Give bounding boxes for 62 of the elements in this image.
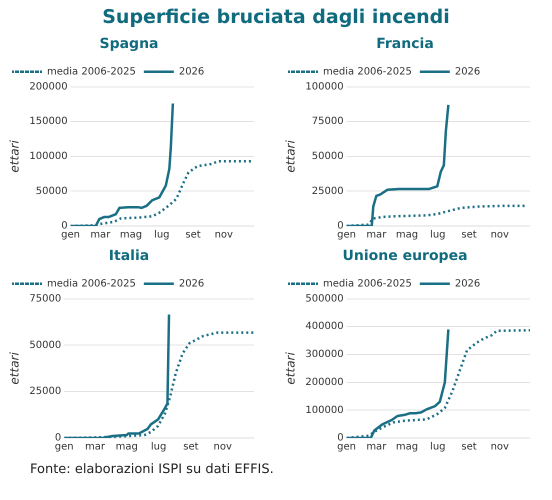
y-tick-label: 50000	[312, 150, 344, 162]
x-tick-label: nov	[490, 442, 510, 453]
y-tick-label: 300000	[305, 349, 344, 360]
y-axis-title: ettari	[283, 352, 298, 385]
x-tick-label: mar	[366, 230, 388, 241]
chart-title: Francia	[376, 36, 434, 52]
y-tick-label: 75000	[312, 116, 344, 128]
x-tick-label: mar	[90, 230, 112, 241]
x-tick-label: set	[461, 442, 477, 453]
y-tick-label: 100000	[305, 404, 344, 416]
x-tick-label: gen	[337, 230, 356, 241]
legend-label: 2026	[454, 66, 480, 78]
x-tick-label: lug	[430, 442, 446, 453]
x-tick-label: set	[183, 442, 199, 453]
x-tick-label: mag	[396, 442, 418, 453]
y-tick-label: 25000	[29, 386, 62, 398]
x-tick-label: mar	[84, 442, 106, 453]
legend-label: 2026	[454, 278, 480, 290]
x-tick-label: mag	[396, 230, 418, 241]
x-tick-label: nov	[214, 230, 234, 241]
x-tick-label: set	[185, 230, 201, 241]
y-tick-label: 200000	[305, 376, 344, 388]
legend-label: media 2006-2025	[323, 66, 412, 78]
legend-label: 2026	[178, 278, 204, 290]
text: Superficie bruciata dagli incendi	[101, 6, 451, 30]
y-tick-label: 150000	[29, 116, 68, 128]
chart-title: Italia	[108, 248, 150, 264]
x-tick-label: mag	[116, 442, 138, 453]
x-tick-label: lug	[150, 442, 166, 453]
y-axis-title: ettari	[283, 140, 298, 173]
y-tick-label: 0	[337, 432, 344, 444]
y-axis-title: ettari	[7, 352, 22, 385]
x-tick-label: lug	[430, 230, 446, 241]
source-note: Fonte: elaborazioni ISPI su dati EFFIS.	[30, 462, 275, 477]
legend-label: media 2006-2025	[323, 278, 412, 290]
legend-label: media 2006-2025	[47, 66, 136, 78]
legend-label: media 2006-2025	[47, 278, 136, 290]
y-axis-title: ettari	[7, 140, 22, 173]
y-tick-label: 400000	[305, 321, 344, 332]
x-tick-label: mar	[366, 442, 388, 453]
y-tick-label: 100000	[305, 81, 344, 92]
y-tick-label: 0	[54, 432, 62, 444]
y-tick-label: 50000	[29, 340, 62, 351]
y-tick-label: 200000	[29, 81, 68, 92]
y-tick-label: 75000	[29, 293, 62, 304]
y-tick-label: 100000	[29, 150, 68, 162]
y-tick-label: 0	[337, 220, 344, 232]
x-tick-label: set	[461, 230, 477, 241]
x-tick-label: lug	[154, 230, 170, 241]
x-tick-label: gen	[337, 442, 356, 453]
x-tick-label: gen	[61, 230, 80, 241]
x-tick-label: nov	[490, 230, 510, 241]
chart-title: Unione europea	[342, 248, 468, 264]
y-tick-label: 50000	[36, 186, 68, 197]
x-tick-label: nov	[214, 442, 232, 453]
y-tick-label: 500000	[305, 293, 344, 304]
y-tick-label: 0	[61, 220, 68, 232]
legend-label: 2026	[178, 66, 204, 78]
chart-title: Spagna	[100, 36, 158, 52]
x-tick-label: mag	[120, 230, 142, 241]
x-tick-label: gen	[54, 442, 74, 453]
y-tick-label: 25000	[312, 186, 344, 197]
